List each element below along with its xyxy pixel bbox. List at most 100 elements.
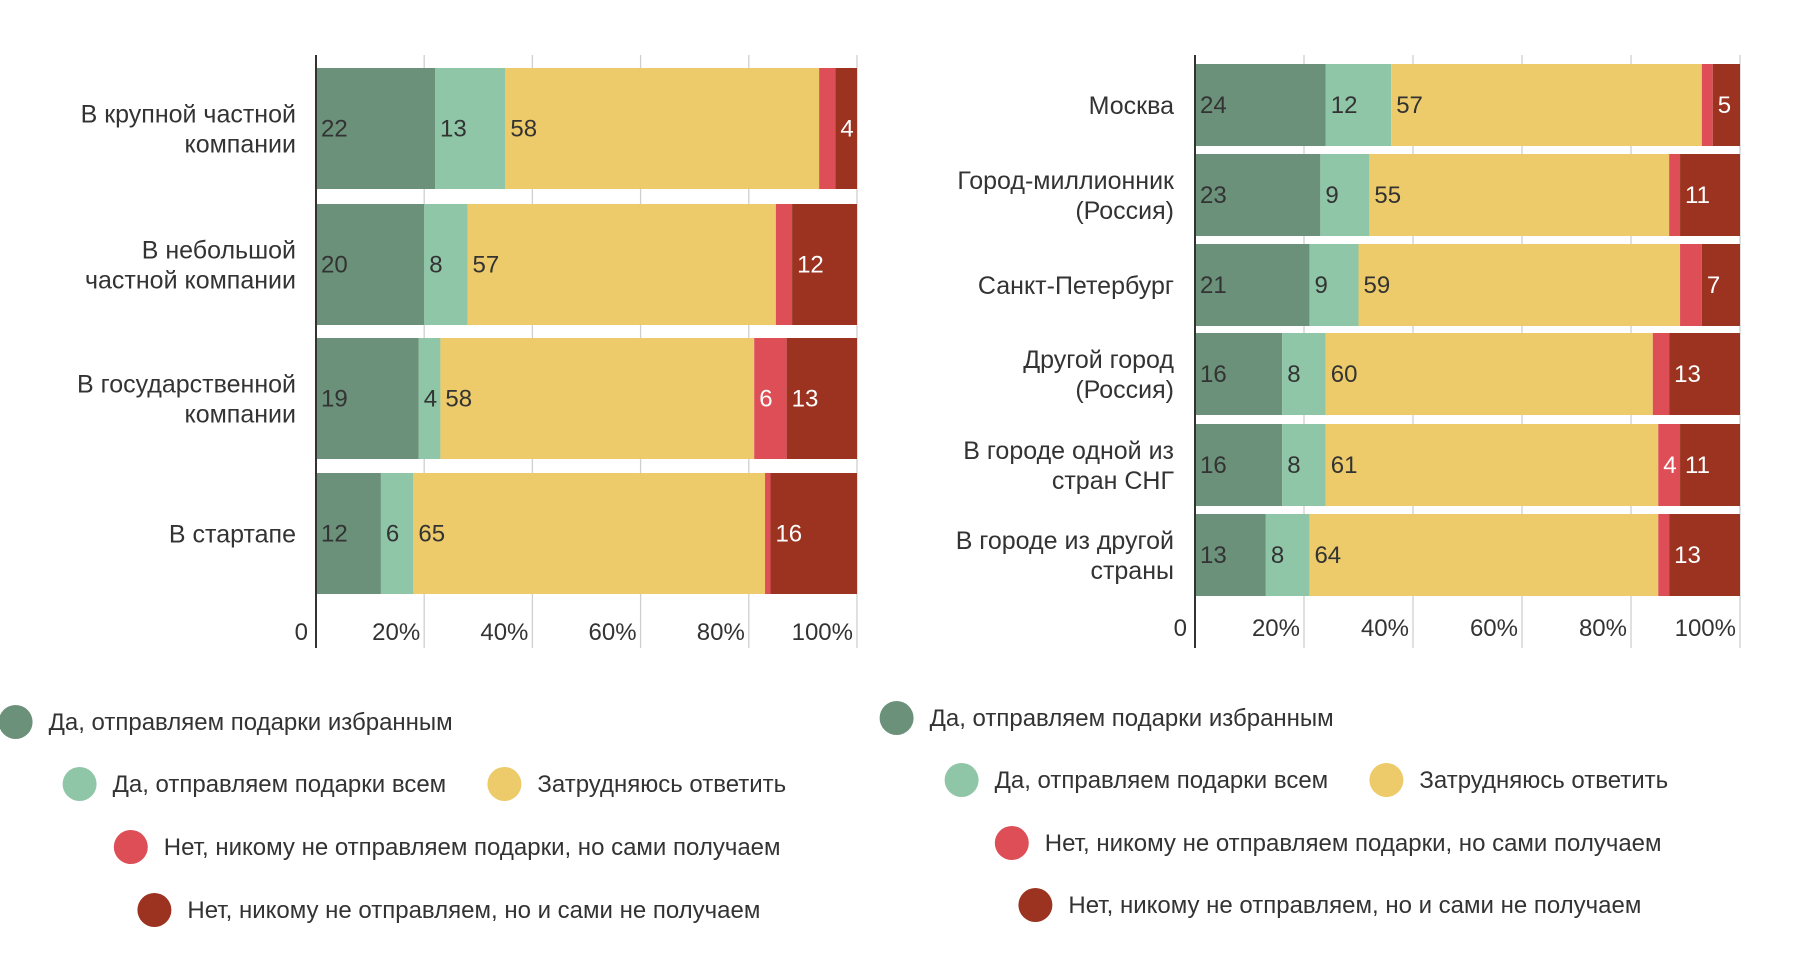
value-label: 7 [1707,272,1720,299]
category-label: частной компании [85,267,296,295]
legend-label: Да, отправляем подарки избранным [49,709,453,736]
bar-segment [1320,154,1370,236]
value-label: 8 [429,252,442,279]
bar-segment [1195,333,1283,415]
category-label: Москва [1089,92,1174,120]
legend-marker [113,830,148,864]
value-label: 16 [775,521,802,548]
legend-label: Нет, никому не отправляем подарки, но са… [164,834,781,861]
bar-segment [1358,244,1681,326]
bar-segment [770,473,857,594]
value-label: 57 [472,252,499,279]
value-label: 8 [1287,361,1300,388]
value-label: 58 [445,386,472,413]
category-label: страны [1090,557,1174,585]
bar-segment [1265,514,1310,596]
tick-label: 60% [589,619,637,646]
legend-label: Затрудняюсь ответить [537,771,786,798]
bar-segment [316,338,419,459]
bar-segment [775,204,793,325]
legend-marker [137,893,172,927]
value-label: 19 [321,386,348,413]
bar-segment [1325,424,1659,506]
category-label: В небольшой [142,237,296,265]
category-label: В крупной частной [81,101,296,129]
bar-segment [467,204,776,325]
value-label: 60 [1331,361,1358,388]
value-label: 8 [1287,452,1300,479]
legend-label: Нет, никому не отправляем, но и сами не … [1068,892,1641,919]
value-label: 64 [1314,542,1341,569]
bar-segment [1309,244,1359,326]
category-label: Санкт-Петербург [978,272,1174,300]
bar-segment [1282,424,1326,506]
category-label: Другой город [1023,346,1174,374]
tick-label: 40% [480,619,528,646]
bar-segment [1195,424,1283,506]
value-label: 13 [792,386,819,413]
bar-segment [1369,154,1670,236]
bar-segment [424,204,468,325]
tick-label: 60% [1470,615,1518,642]
tick-label: 20% [372,619,420,646]
bar-segment [1680,424,1740,506]
value-label: 22 [321,116,348,143]
category-label: В городе из другой [956,527,1174,555]
category-label: стран СНГ [1052,467,1175,495]
legend-marker [1018,888,1053,922]
bar-segment [1652,333,1670,415]
bar-segment [1669,514,1740,596]
category-label: В государственной [77,371,296,399]
bar-segment [819,68,836,189]
bar-segment [835,68,857,189]
value-label: 21 [1200,272,1227,299]
value-label: 61 [1331,452,1358,479]
value-label: 12 [1331,92,1358,119]
bar-segment [435,68,506,189]
bar-segment [316,473,381,594]
value-label: 9 [1314,272,1327,299]
bar-segment [1658,424,1681,506]
legend-marker [0,705,33,739]
value-label: 12 [797,252,824,279]
tick-label: 40% [1361,615,1409,642]
value-label: 6 [386,521,399,548]
category-label: В стартапе [169,521,296,549]
bar-segment [1701,244,1740,326]
legend-marker [879,701,914,735]
value-label: 4 [424,386,437,413]
value-label: 11 [1685,452,1710,479]
bar-segment [1325,64,1392,146]
tick-label: 0 [1174,615,1187,642]
bar-segment [1325,333,1653,415]
tick-label: 100% [1675,615,1736,642]
legend-marker [994,826,1029,860]
value-label: 65 [418,521,445,548]
legend-marker [1369,763,1404,797]
tick-label: 100% [792,619,853,646]
legend-marker [487,767,522,801]
bar-segment [1391,64,1702,146]
bar-segment [1195,514,1266,596]
legend-marker [944,763,979,797]
category-label: Город-миллионник [957,167,1175,195]
value-label: 55 [1374,182,1401,209]
value-label: 16 [1200,452,1227,479]
bar-segment [1669,333,1740,415]
bar-segment [1195,244,1310,326]
bar-segment [505,68,820,189]
bar-segment [1680,154,1740,236]
value-label: 4 [840,116,853,143]
bar-segment [1658,514,1670,596]
bar-segment [1282,333,1326,415]
value-label: 11 [1685,182,1710,209]
value-label: 23 [1200,182,1227,209]
category-label: (Россия) [1075,197,1174,225]
value-label: 13 [1674,542,1701,569]
value-label: 16 [1200,361,1227,388]
value-label: 8 [1271,542,1284,569]
legend-label: Да, отправляем подарки избранным [930,705,1334,732]
value-label: 24 [1200,92,1227,119]
